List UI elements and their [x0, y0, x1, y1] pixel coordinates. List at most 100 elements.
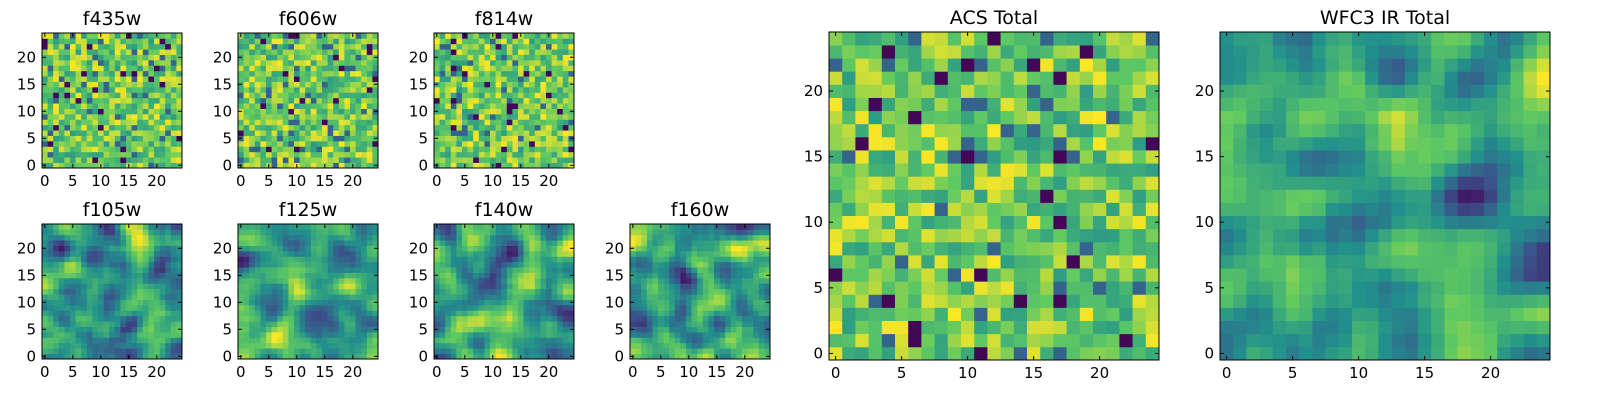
heatmap-cell: [86, 151, 93, 158]
heatmap-cell: [333, 108, 340, 115]
heatmap-cell: [86, 157, 93, 163]
heatmap-cell: [238, 60, 244, 66]
heatmap-cell: [170, 342, 177, 349]
heatmap-cell: [322, 294, 328, 300]
heatmap-cell: [758, 288, 765, 295]
plot-frame: [41, 223, 183, 360]
heatmap-cell: [361, 251, 368, 257]
heatmap-cell: [568, 70, 575, 77]
heatmap-cell: [434, 283, 440, 290]
heatmap-cell: [506, 240, 513, 246]
heatmap-cell: [266, 332, 272, 338]
heatmap-cell: [736, 294, 743, 300]
heatmap-cell: [719, 251, 726, 257]
heatmap-cell: [462, 305, 468, 311]
heatmap-cell: [736, 234, 743, 241]
heatmap-cell: [445, 97, 452, 104]
heatmap-cell: [103, 135, 110, 142]
heatmap-cell: [702, 234, 709, 241]
heatmap-cell: [686, 245, 692, 252]
heatmap-cell: [697, 294, 704, 300]
heatmap-cell: [1145, 268, 1160, 282]
heatmap-cell: [165, 124, 172, 131]
heatmap-cell: [523, 49, 530, 55]
heatmap-cell: [355, 157, 362, 163]
heatmap-cell: [947, 281, 962, 295]
heatmap-cell: [294, 299, 300, 306]
heatmap-cell: [366, 157, 373, 163]
heatmap-cell: [344, 245, 351, 252]
heatmap-cell: [1027, 268, 1041, 282]
heatmap-cell: [829, 176, 843, 190]
heatmap-cell: [294, 267, 300, 273]
heatmap-cell: [58, 33, 65, 39]
heatmap-cell: [98, 321, 104, 327]
heatmap-cell: [495, 353, 502, 360]
heatmap-cell: [310, 76, 317, 82]
heatmap-cell: [294, 146, 300, 153]
heatmap-cell: [434, 310, 440, 317]
heatmap-cell: [299, 81, 306, 88]
heatmap-cell: [439, 321, 446, 327]
heatmap-cell: [344, 224, 351, 230]
heatmap-cell: [974, 281, 988, 295]
heatmap-cell: [490, 43, 496, 50]
heatmap-cell: [674, 348, 681, 354]
heatmap-cell: [81, 288, 88, 295]
heatmap-cell: [271, 267, 278, 273]
heatmap-cell: [534, 60, 541, 66]
heatmap-cell: [165, 33, 172, 39]
heatmap-cell: [131, 353, 138, 360]
heatmap-cell: [260, 97, 267, 104]
heatmap-cell: [557, 54, 564, 61]
heatmap-cell: [855, 189, 869, 203]
heatmap-cell: [868, 281, 883, 295]
heatmap-cell: [562, 337, 569, 344]
heatmap-cell: [501, 87, 508, 93]
heatmap-cell: [842, 320, 856, 335]
heatmap-cell: [987, 307, 1001, 321]
heatmap-cell: [165, 70, 172, 77]
x-tick-label: 20: [735, 363, 754, 381]
heatmap-cell: [305, 81, 312, 88]
heatmap-cell: [47, 288, 54, 295]
heatmap-cell: [103, 261, 110, 268]
heatmap-cell: [305, 261, 312, 268]
heatmap-cell: [70, 87, 76, 93]
heatmap-cell: [288, 245, 295, 252]
heatmap-cell: [534, 43, 541, 50]
heatmap-cell: [484, 348, 491, 354]
heatmap-cell: [109, 337, 116, 344]
heatmap-cell: [109, 119, 116, 126]
heatmap-cell: [1013, 189, 1028, 203]
heatmap-cell: [540, 87, 547, 93]
heatmap-cell: [148, 33, 155, 39]
heatmap-cell: [562, 49, 569, 55]
heatmap-cell: [86, 305, 93, 311]
heatmap-cell: [630, 310, 636, 317]
heatmap-cell: [86, 81, 93, 88]
heatmap-cell: [652, 332, 659, 338]
heatmap-cell: [170, 234, 177, 241]
heatmap-cell: [490, 278, 496, 284]
heatmap-cell: [53, 251, 60, 257]
heatmap-cell: [120, 49, 127, 55]
heatmap-cell: [484, 141, 491, 147]
heatmap-cell: [305, 251, 312, 257]
heatmap-cell: [658, 283, 664, 290]
heatmap-cell: [238, 157, 244, 163]
heatmap-cell: [501, 103, 508, 109]
heatmap-cell: [42, 97, 48, 104]
heatmap-cell: [663, 326, 670, 333]
heatmap-cell: [697, 321, 704, 327]
heatmap-cell: [70, 157, 76, 163]
heatmap-cell: [249, 60, 256, 66]
heatmap-cell: [462, 256, 468, 263]
heatmap-cell: [103, 294, 110, 300]
heatmap-cell: [243, 261, 250, 268]
heatmap-cell: [534, 130, 541, 136]
heatmap-cell: [518, 135, 524, 142]
heatmap-cell: [674, 272, 681, 279]
heatmap-cell: [753, 267, 760, 273]
heatmap-cell: [114, 251, 121, 257]
